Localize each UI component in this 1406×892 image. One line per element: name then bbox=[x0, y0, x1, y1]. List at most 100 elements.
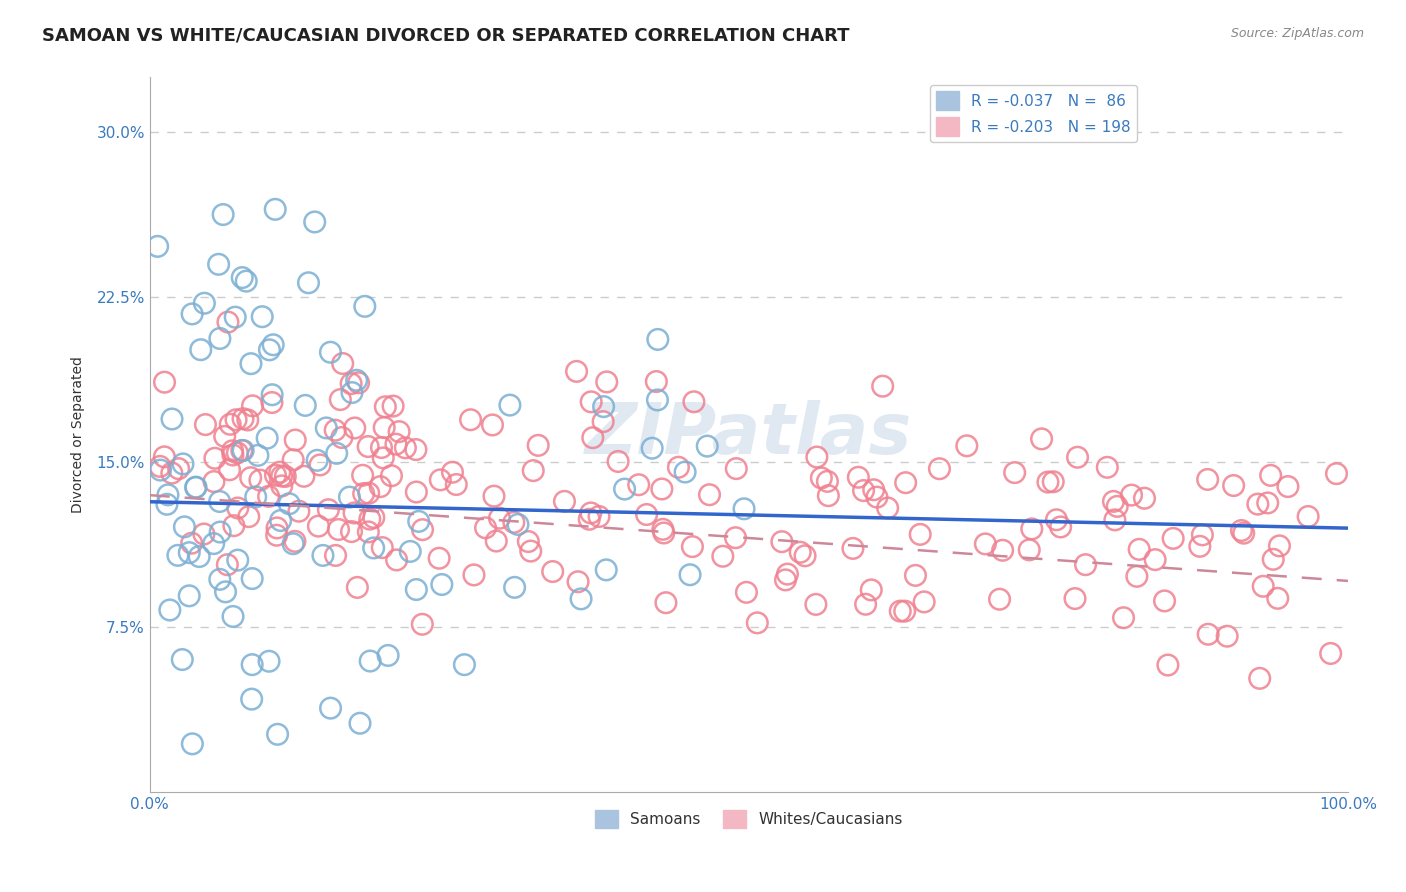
Point bbox=[503, 580, 526, 594]
Point bbox=[264, 202, 287, 217]
Point bbox=[232, 443, 254, 458]
Point bbox=[1247, 497, 1270, 511]
Point bbox=[482, 489, 505, 503]
Point bbox=[219, 417, 242, 432]
Point bbox=[815, 475, 838, 489]
Point bbox=[1197, 627, 1219, 641]
Point bbox=[370, 441, 392, 455]
Point bbox=[1197, 472, 1219, 486]
Point bbox=[181, 307, 204, 321]
Point bbox=[1144, 552, 1167, 566]
Legend: Samoans, Whites/Caucasians: Samoans, Whites/Caucasians bbox=[589, 804, 908, 834]
Point bbox=[866, 490, 889, 504]
Point bbox=[852, 483, 875, 498]
Point bbox=[284, 433, 307, 447]
Point bbox=[679, 567, 702, 582]
Point bbox=[735, 585, 758, 599]
Point bbox=[304, 215, 326, 229]
Point bbox=[1267, 591, 1289, 606]
Point bbox=[278, 497, 301, 511]
Point bbox=[578, 512, 600, 526]
Point bbox=[181, 737, 204, 751]
Point bbox=[506, 517, 529, 532]
Point bbox=[167, 549, 190, 563]
Point bbox=[249, 473, 271, 487]
Point bbox=[655, 596, 678, 610]
Point bbox=[1251, 579, 1274, 593]
Point bbox=[315, 421, 337, 435]
Point bbox=[153, 375, 176, 389]
Point bbox=[1042, 475, 1064, 489]
Point bbox=[775, 573, 797, 587]
Point bbox=[194, 417, 217, 432]
Point bbox=[339, 490, 361, 504]
Point bbox=[904, 568, 927, 582]
Point bbox=[1107, 500, 1129, 514]
Point bbox=[876, 500, 898, 515]
Point bbox=[441, 465, 464, 479]
Point bbox=[527, 438, 550, 452]
Point bbox=[553, 494, 575, 508]
Point bbox=[266, 528, 288, 542]
Point bbox=[474, 521, 496, 535]
Point bbox=[325, 549, 347, 563]
Point bbox=[488, 511, 510, 525]
Point bbox=[893, 604, 915, 618]
Point bbox=[860, 582, 883, 597]
Point bbox=[257, 489, 280, 503]
Point bbox=[380, 468, 402, 483]
Point bbox=[373, 420, 395, 434]
Point bbox=[297, 276, 319, 290]
Point bbox=[307, 519, 329, 533]
Point bbox=[204, 451, 226, 466]
Point bbox=[294, 398, 316, 412]
Point bbox=[328, 523, 350, 537]
Point bbox=[160, 466, 183, 480]
Point bbox=[231, 270, 253, 285]
Point bbox=[1157, 658, 1180, 673]
Point bbox=[179, 589, 201, 603]
Point bbox=[912, 595, 935, 609]
Point bbox=[1216, 629, 1239, 643]
Point bbox=[1104, 513, 1126, 527]
Point bbox=[374, 400, 396, 414]
Point bbox=[1222, 478, 1244, 492]
Point bbox=[377, 648, 399, 663]
Text: Source: ZipAtlas.com: Source: ZipAtlas.com bbox=[1230, 27, 1364, 40]
Point bbox=[1260, 468, 1282, 483]
Point bbox=[499, 398, 522, 412]
Point bbox=[770, 534, 793, 549]
Point bbox=[347, 376, 370, 390]
Point bbox=[1021, 522, 1043, 536]
Point bbox=[240, 572, 263, 586]
Point bbox=[269, 465, 291, 479]
Point bbox=[172, 457, 194, 471]
Point bbox=[567, 574, 589, 589]
Point bbox=[522, 464, 544, 478]
Point bbox=[747, 615, 769, 630]
Point bbox=[517, 534, 540, 549]
Point bbox=[794, 549, 817, 563]
Point bbox=[288, 504, 311, 518]
Point bbox=[359, 654, 381, 668]
Point bbox=[245, 490, 267, 504]
Point bbox=[711, 549, 734, 564]
Point bbox=[1128, 542, 1150, 557]
Point bbox=[405, 442, 427, 457]
Point bbox=[855, 597, 877, 611]
Point bbox=[214, 585, 236, 599]
Point bbox=[149, 463, 172, 477]
Point bbox=[309, 458, 332, 472]
Point bbox=[388, 425, 411, 439]
Point bbox=[266, 727, 288, 741]
Point bbox=[232, 411, 254, 425]
Point bbox=[485, 534, 508, 549]
Point bbox=[207, 257, 229, 271]
Point bbox=[340, 376, 363, 391]
Point bbox=[1102, 494, 1125, 508]
Point bbox=[226, 501, 249, 516]
Point bbox=[332, 357, 354, 371]
Point bbox=[346, 581, 368, 595]
Point bbox=[235, 274, 257, 288]
Point bbox=[242, 399, 264, 413]
